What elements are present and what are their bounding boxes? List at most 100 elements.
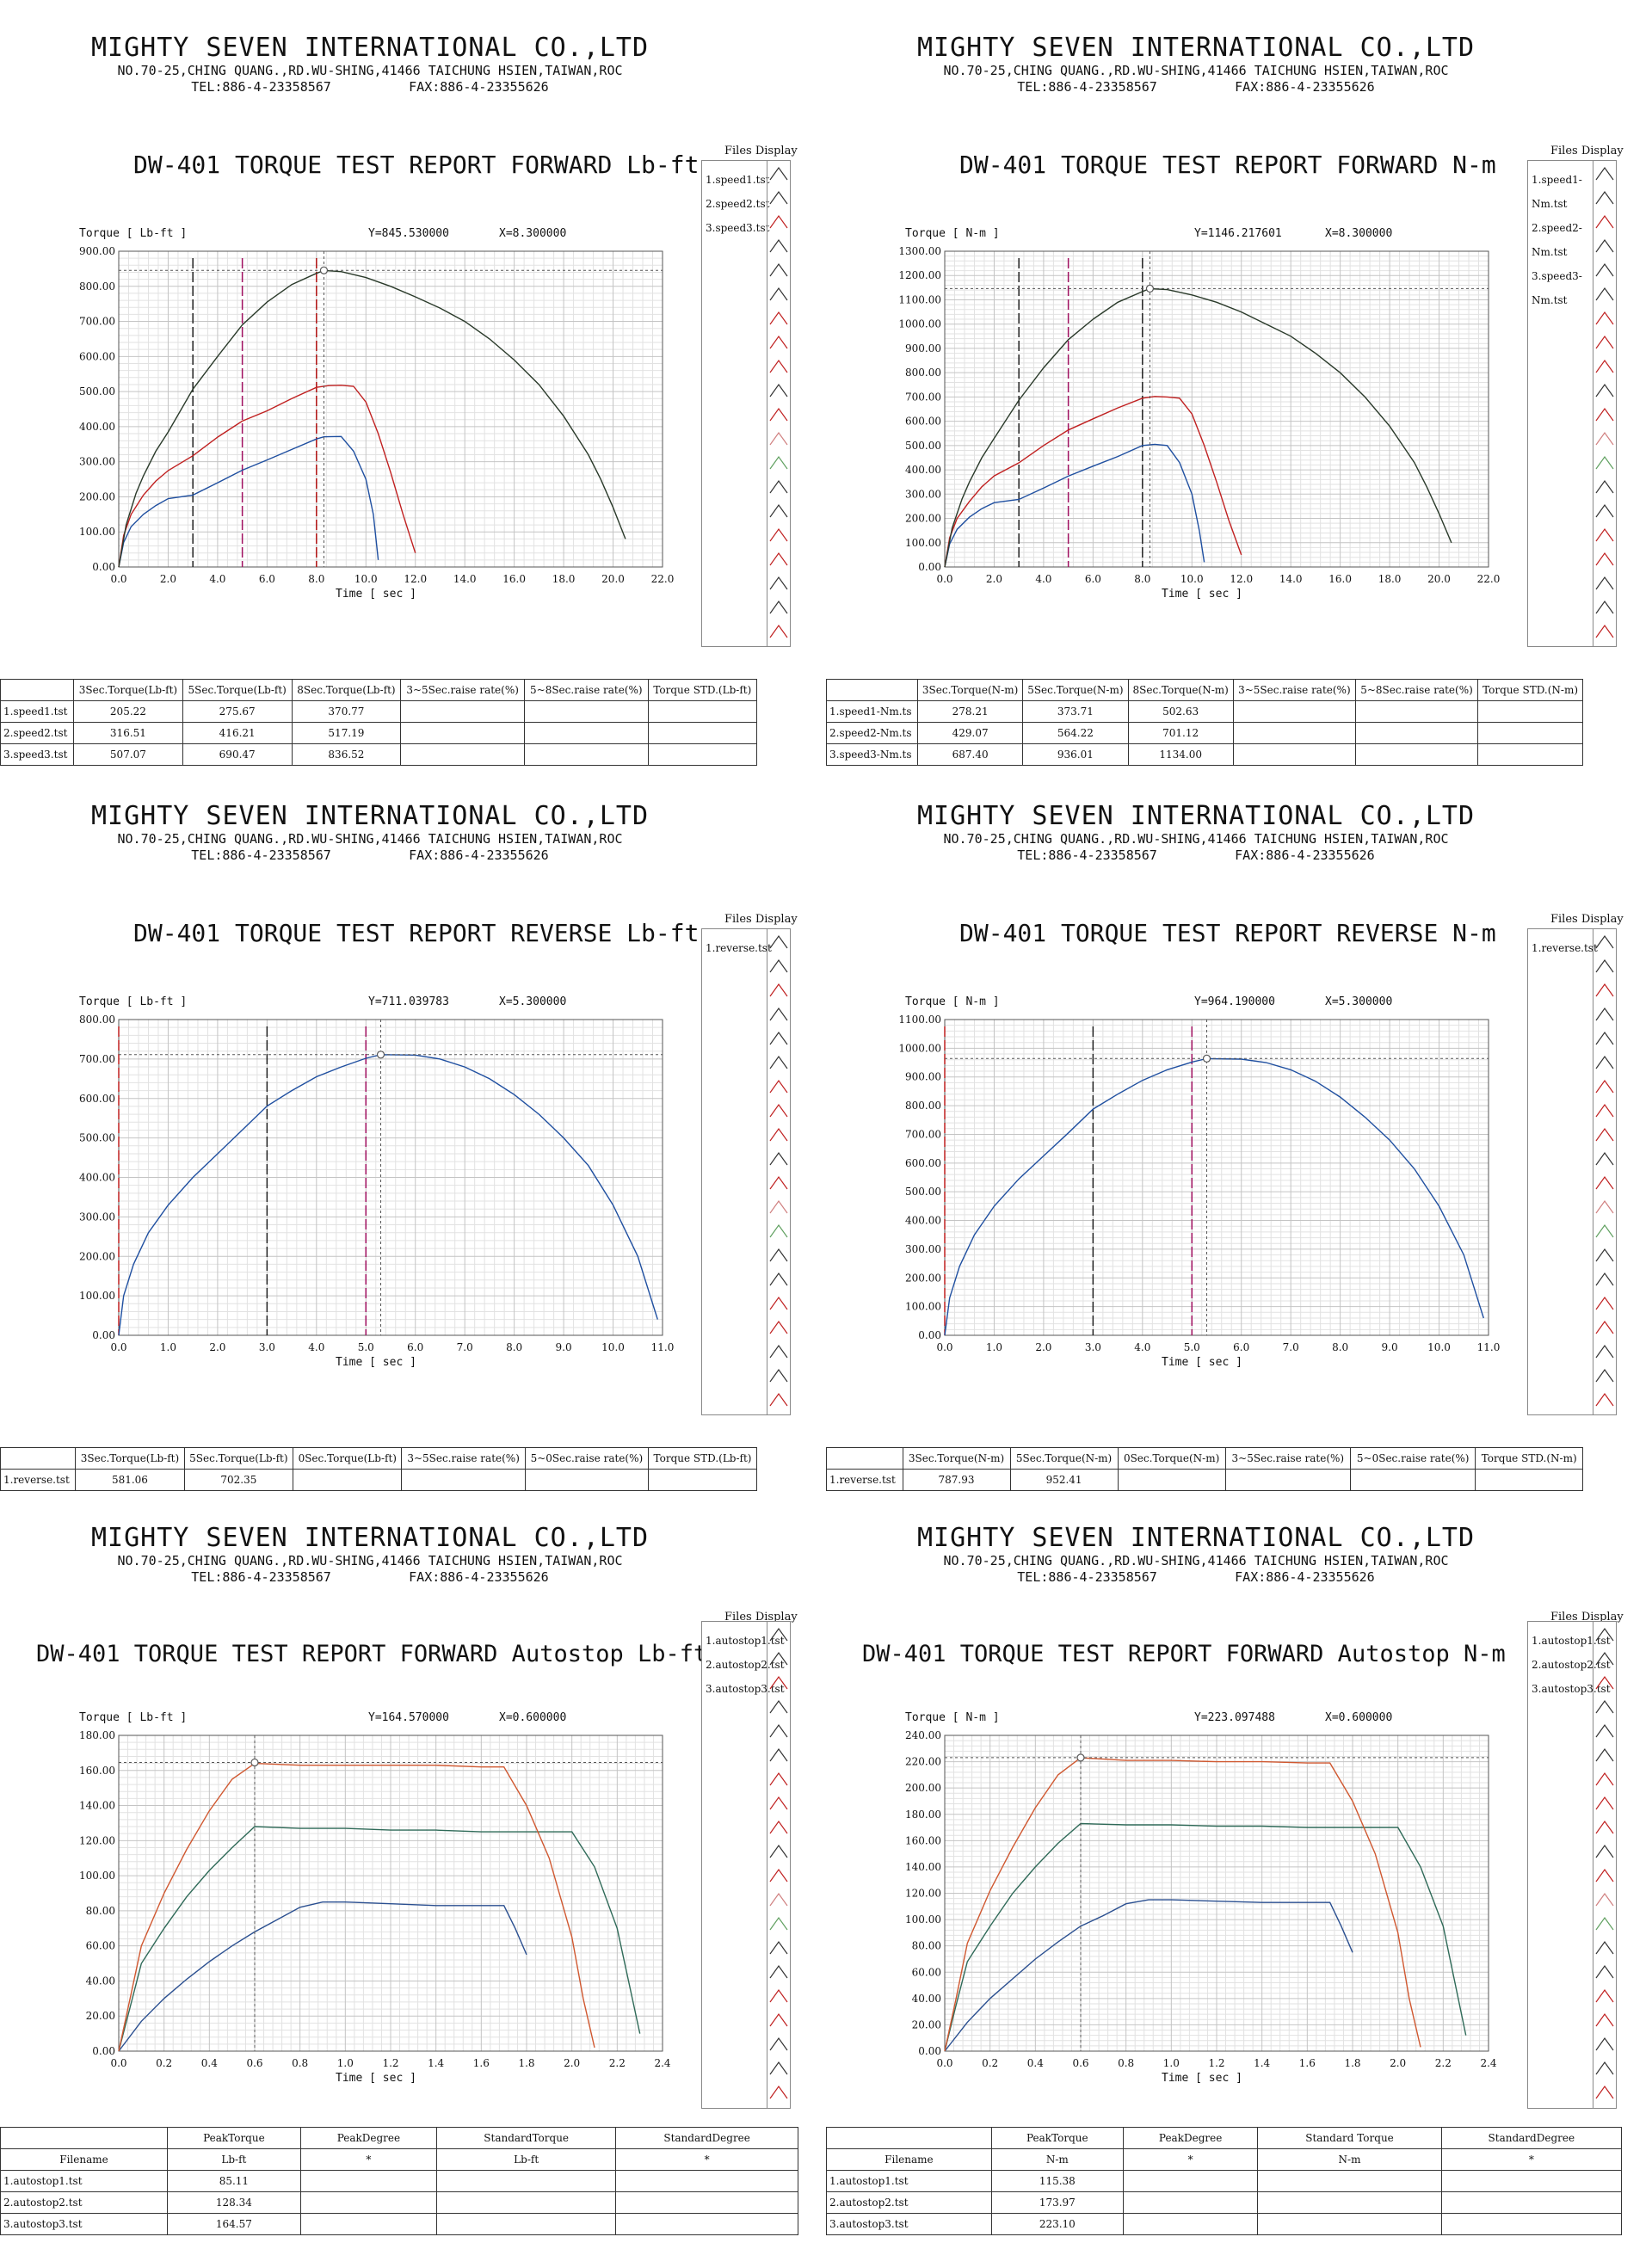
plot-frame	[118, 1019, 663, 1336]
value-cell	[647, 700, 758, 723]
series-swatch-icon	[1595, 934, 1614, 949]
series-swatch-icon	[1595, 1272, 1614, 1286]
y-tick-label: 20.00	[86, 2010, 115, 2022]
file-list-item[interactable]: 2.speed2.tst	[706, 198, 770, 210]
fax-text: FAX:886-4-23355626	[1235, 79, 1375, 95]
fax-text: FAX:886-4-23355626	[409, 79, 549, 95]
x-tick-label: 9.0	[1382, 1341, 1398, 1353]
report-title: DW-401 TORQUE TEST REPORT REVERSE N-m	[959, 919, 1496, 947]
torque-series-line	[118, 1054, 658, 1336]
torque-series-line	[944, 1757, 1421, 2052]
grid	[944, 250, 1489, 568]
y-tick-label: 900.00	[79, 245, 115, 257]
series-swatch-icon	[1595, 311, 1614, 325]
table-header-cell	[826, 1447, 903, 1470]
company-name: MIGHTY SEVEN INTERNATIONAL CO.,LTD	[916, 1523, 1476, 1553]
y-tick-label: 300.00	[79, 1211, 115, 1223]
x-tick-label: 7.0	[1283, 1341, 1299, 1353]
series-swatch-icon	[1595, 1127, 1614, 1142]
file-list-item[interactable]: 1.autostop1.tst	[1532, 1635, 1611, 1647]
x-tick-label: 1.8	[518, 2057, 534, 2069]
table-header-cell: 3Sec.Torque(Lb-ft)	[73, 679, 183, 701]
torque-series-line	[944, 1899, 1353, 2052]
fax-text: FAX:886-4-23355626	[409, 1569, 549, 1585]
filename-cell: 2.autostop2.tst	[826, 2191, 992, 2214]
x-tick-label: 3.0	[1085, 1341, 1101, 1353]
value-cell	[1257, 2191, 1442, 2214]
file-list-item[interactable]: 1.autostop1.tst	[706, 1635, 785, 1647]
file-list-item[interactable]: 2.speed2-Nm.tst	[1532, 222, 1582, 258]
y-tick-label: 180.00	[79, 1729, 115, 1741]
series-swatches	[769, 934, 788, 1407]
filename-cell: 3.speed3-Nm.ts	[826, 743, 918, 766]
series-swatch-icon	[1595, 1248, 1614, 1262]
file-list-item[interactable]: 1.speed1-Nm.tst	[1532, 174, 1582, 210]
torque-series-line	[944, 1822, 1467, 2052]
series-swatch-icon	[769, 1988, 788, 2003]
series-swatch-icon	[1595, 455, 1614, 470]
file-list-item[interactable]: 1.speed1.tst	[706, 174, 770, 186]
value-cell	[1117, 1469, 1226, 1491]
files-display-panel[interactable]: 1.speed1-Nm.tst 2.speed2-Nm.tst 3.speed3-N…	[1527, 160, 1617, 647]
value-cell: 952.41	[1009, 1469, 1119, 1491]
file-list-item[interactable]: 3.autostop3.tst	[1532, 1683, 1611, 1695]
table-header-cell: StandardTorque	[436, 2127, 617, 2149]
y-tick-label: 160.00	[79, 1765, 115, 1777]
table-header-cell	[826, 2127, 992, 2149]
y-axis-label: Torque [ N-m ]	[905, 995, 1000, 1008]
y-tick-label: 600.00	[79, 1093, 115, 1105]
file-list-item[interactable]: 2.autostop2.tst	[1532, 1659, 1611, 1671]
y-tick-label: 200.00	[79, 490, 115, 502]
x-tick-label: 0.8	[292, 2057, 308, 2069]
series-swatch-icon	[769, 1892, 788, 1907]
series-color-strip	[1593, 929, 1616, 1414]
x-tick-label: 9.0	[556, 1341, 572, 1353]
results-table: 3Sec.Torque(N-m) 5Sec.Torque(N-m) 0Sec.Tor…	[826, 1447, 1583, 1491]
report-panel: MIGHTY SEVEN INTERNATIONAL CO.,LTD NO.70-…	[0, 0, 826, 768]
files-display-panel[interactable]: 1.autostop1.tst 2.autostop2.tst 3.autostop…	[701, 1621, 791, 2109]
file-list-item[interactable]: 2.autostop2.tst	[706, 1659, 785, 1671]
series-swatch-icon	[769, 1199, 788, 1214]
table-subheader-cell: Lb-ft	[436, 2148, 617, 2171]
series-swatch-icon	[1595, 983, 1614, 997]
x-tick-label: 1.2	[1208, 2057, 1224, 2069]
y-tick-label: 0.00	[918, 2045, 941, 2057]
table-row: 2.speed2-Nm.ts 429.07 564.22 701.12	[826, 722, 1583, 744]
files-display-panel[interactable]: 1.speed1.tst 2.speed2.tst 3.speed3.tst	[701, 160, 791, 647]
series-swatch-icon	[769, 1796, 788, 1810]
y-tick-label: 240.00	[905, 1729, 941, 1741]
torque-series-line	[944, 1057, 1484, 1336]
y-axis-label: Torque [ Lb-ft ]	[79, 227, 188, 240]
results-table: PeakTorque PeakDegree StandardTorque Standa…	[0, 2127, 798, 2235]
file-list-item[interactable]: 3.speed3-Nm.tst	[1532, 270, 1582, 306]
files-display-panel[interactable]: 1.reverse.tst	[701, 928, 791, 1415]
file-list-item[interactable]: 3.autostop3.tst	[706, 1683, 785, 1695]
file-list-item[interactable]: 1.reverse.tst	[1532, 942, 1598, 954]
y-tick-label: 900.00	[905, 342, 941, 354]
series-swatch-icon	[1595, 1772, 1614, 1786]
files-display-panel[interactable]: 1.reverse.tst	[1527, 928, 1617, 1415]
x-tick-label: 8.0	[308, 573, 324, 585]
series-swatch-icon	[1595, 359, 1614, 373]
series-swatch-icon	[1595, 1320, 1614, 1334]
files-display-panel[interactable]: 1.autostop1.tst 2.autostop2.tst 3.autostop…	[1527, 1621, 1617, 2109]
value-cell	[1122, 2191, 1259, 2214]
series-swatch-icon	[1595, 503, 1614, 518]
y-tick-label: 20.00	[912, 2018, 941, 2030]
files-display-title: Files Display	[724, 1611, 798, 1624]
x-tick-label: 12.0	[404, 573, 427, 585]
series-swatch-icon	[1595, 166, 1614, 181]
file-list-item[interactable]: 1.reverse.tst	[706, 942, 772, 954]
x-tick-label: 0.4	[201, 2057, 218, 2069]
cursor-y-readout: Y=711.039783	[368, 995, 449, 1008]
report-panel: MIGHTY SEVEN INTERNATIONAL CO.,LTD NO.70-…	[0, 768, 826, 1537]
x-axis-label: Time [ sec ]	[336, 588, 416, 601]
x-tick-label: 16.0	[1328, 573, 1352, 585]
x-tick-label: 1.0	[160, 1341, 176, 1353]
cursor-x-readout: X=0.600000	[499, 1711, 567, 1724]
value-cell	[436, 2191, 617, 2214]
series-swatch-icon	[769, 1368, 788, 1383]
file-list-item[interactable]: 3.speed3.tst	[706, 222, 770, 234]
series-swatch-icon	[769, 1007, 788, 1021]
torque-series-line	[118, 1762, 595, 2052]
